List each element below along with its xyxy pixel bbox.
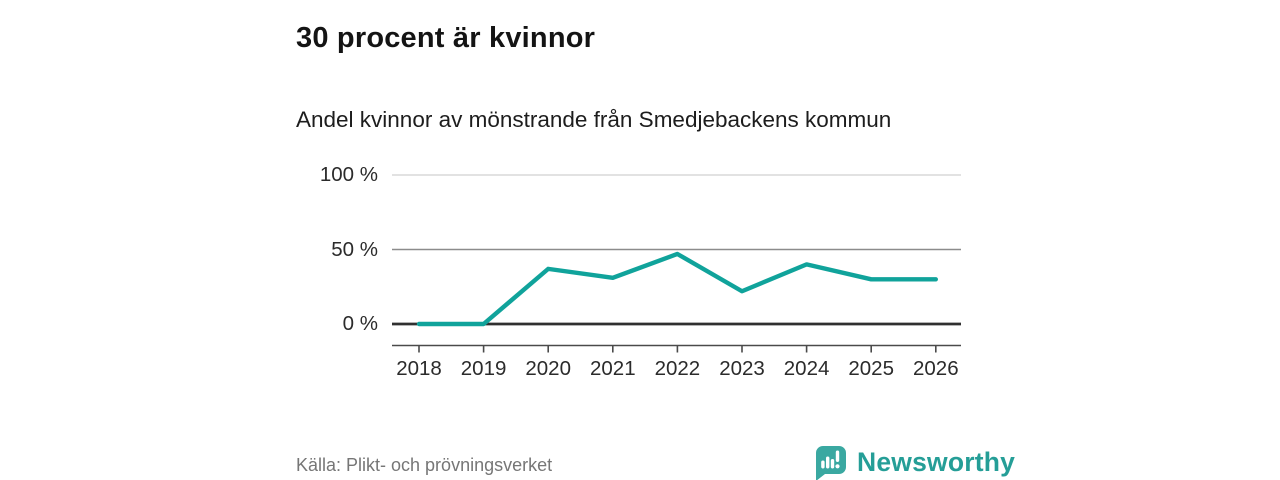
x-axis-label: 2022	[654, 357, 701, 380]
newsworthy-wordmark: Newsworthy	[857, 446, 1016, 477]
x-axis-label: 2025	[848, 357, 894, 380]
y-axis-label: 50 %	[331, 237, 378, 261]
x-axis-label: 2023	[719, 357, 765, 380]
y-axis-label: 100 %	[319, 163, 378, 186]
x-axis-label: 2020	[525, 357, 571, 380]
x-axis-label: 2021	[589, 357, 636, 380]
data-line-andel-kvinnor	[416, 251, 938, 327]
newsworthy-badge-icon	[816, 446, 846, 480]
x-axis-label: 2024	[783, 357, 830, 380]
chart-subtitle: Andel kvinnor av mönstrande från Smedjeb…	[296, 106, 892, 132]
x-axis-label: 2019	[460, 357, 507, 380]
x-axis-label: 2018	[396, 357, 442, 380]
source-note: Källa: Plikt- och prövningsverket	[296, 455, 553, 475]
newsworthy-logo: Newsworthy	[813, 444, 1015, 480]
chart-title: 30 procent är kvinnor	[296, 22, 596, 55]
y-axis-label: 0 %	[342, 312, 378, 335]
x-axis-label: 2026	[912, 357, 959, 380]
